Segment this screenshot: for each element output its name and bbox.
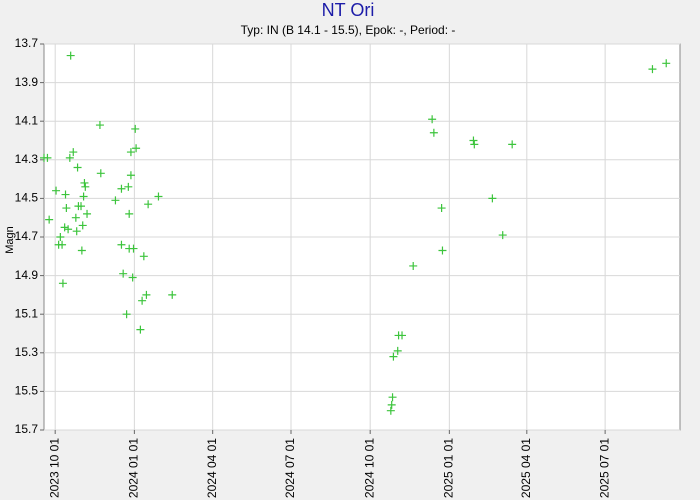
data-point: [66, 51, 75, 60]
data-point: [80, 178, 89, 187]
chart-title: NT Ori: [322, 0, 375, 20]
y-tick-label: 14.3: [15, 152, 39, 166]
data-point: [126, 171, 135, 180]
data-point: [117, 184, 126, 193]
data-point: [488, 194, 497, 203]
data-point: [64, 225, 73, 234]
data-point: [52, 186, 61, 195]
data-point: [77, 246, 86, 255]
data-point: [386, 406, 395, 415]
data-point: [437, 204, 446, 213]
data-point: [136, 325, 145, 334]
data-point: [142, 290, 151, 299]
x-tick-label: 2024 10 01: [362, 438, 376, 498]
data-point: [69, 148, 78, 157]
data-point: [72, 227, 81, 236]
data-point: [389, 352, 398, 361]
data-point: [132, 144, 141, 153]
data-point: [438, 246, 447, 255]
data-point: [61, 190, 70, 199]
data-point: [662, 59, 671, 68]
data-point: [95, 121, 104, 130]
y-tick-label: 14.7: [15, 229, 39, 243]
data-point: [387, 400, 396, 409]
data-point: [43, 153, 52, 162]
x-tick-label: 2025 07 01: [597, 438, 611, 498]
data-point: [83, 209, 92, 218]
data-point: [126, 148, 135, 157]
data-point: [128, 273, 137, 282]
data-point: [144, 200, 153, 209]
data-point: [138, 296, 147, 305]
data-point: [429, 128, 438, 137]
data-point: [60, 223, 69, 232]
data-point: [56, 233, 65, 241]
y-tick-label: 14.1: [15, 113, 39, 127]
x-tick-label: 2024 07 01: [283, 438, 297, 498]
data-point: [469, 136, 478, 145]
data-point: [58, 240, 67, 249]
y-tick-label: 15.5: [15, 384, 39, 398]
y-tick-label: 15.7: [15, 422, 39, 436]
data-point: [111, 196, 120, 205]
data-point: [125, 209, 134, 218]
y-tick-label: 14.5: [15, 191, 39, 205]
data-point: [117, 240, 126, 249]
data-point: [139, 252, 148, 261]
data-point: [119, 269, 128, 278]
data-point: [470, 140, 479, 149]
x-tick-label: 2024 04 01: [205, 438, 219, 498]
data-point: [73, 163, 82, 172]
data-point: [131, 124, 140, 133]
data-point: [388, 393, 397, 402]
x-tick-label: 2025 04 01: [519, 438, 533, 498]
data-point: [58, 279, 67, 288]
data-point: [78, 221, 87, 230]
data-point: [71, 213, 80, 222]
data-point: [81, 182, 90, 191]
data-point: [508, 140, 517, 149]
y-tick-label: 15.1: [15, 306, 39, 320]
data-point: [154, 192, 163, 201]
x-tick-label: 2025 01 01: [442, 438, 456, 498]
data-point: [498, 231, 507, 240]
data-point: [122, 310, 131, 319]
data-point: [65, 153, 74, 162]
data-point: [168, 290, 177, 299]
data-point: [96, 169, 105, 178]
data-point: [409, 261, 418, 270]
data-point: [398, 331, 407, 340]
x-tick-label: 2023 10 01: [47, 438, 61, 498]
y-tick-label: 15.3: [15, 345, 39, 359]
data-point: [428, 115, 437, 124]
y-tick-label: 13.9: [15, 75, 39, 89]
data-point: [45, 215, 54, 224]
data-point: [124, 182, 133, 191]
y-tick-label: 13.7: [15, 36, 39, 50]
y-axis-label: Magn: [4, 226, 16, 254]
data-point: [393, 346, 402, 355]
y-tick-label: 14.9: [15, 268, 39, 282]
data-point: [648, 65, 657, 74]
data-point: [77, 202, 86, 211]
x-tick-label: 2024 01 01: [127, 438, 141, 498]
data-point: [129, 244, 138, 253]
data-point: [79, 192, 88, 201]
data-point: [62, 204, 71, 213]
chart-subtitle: Typ: IN (B 14.1 - 15.5), Epok: -, Period…: [241, 23, 456, 37]
